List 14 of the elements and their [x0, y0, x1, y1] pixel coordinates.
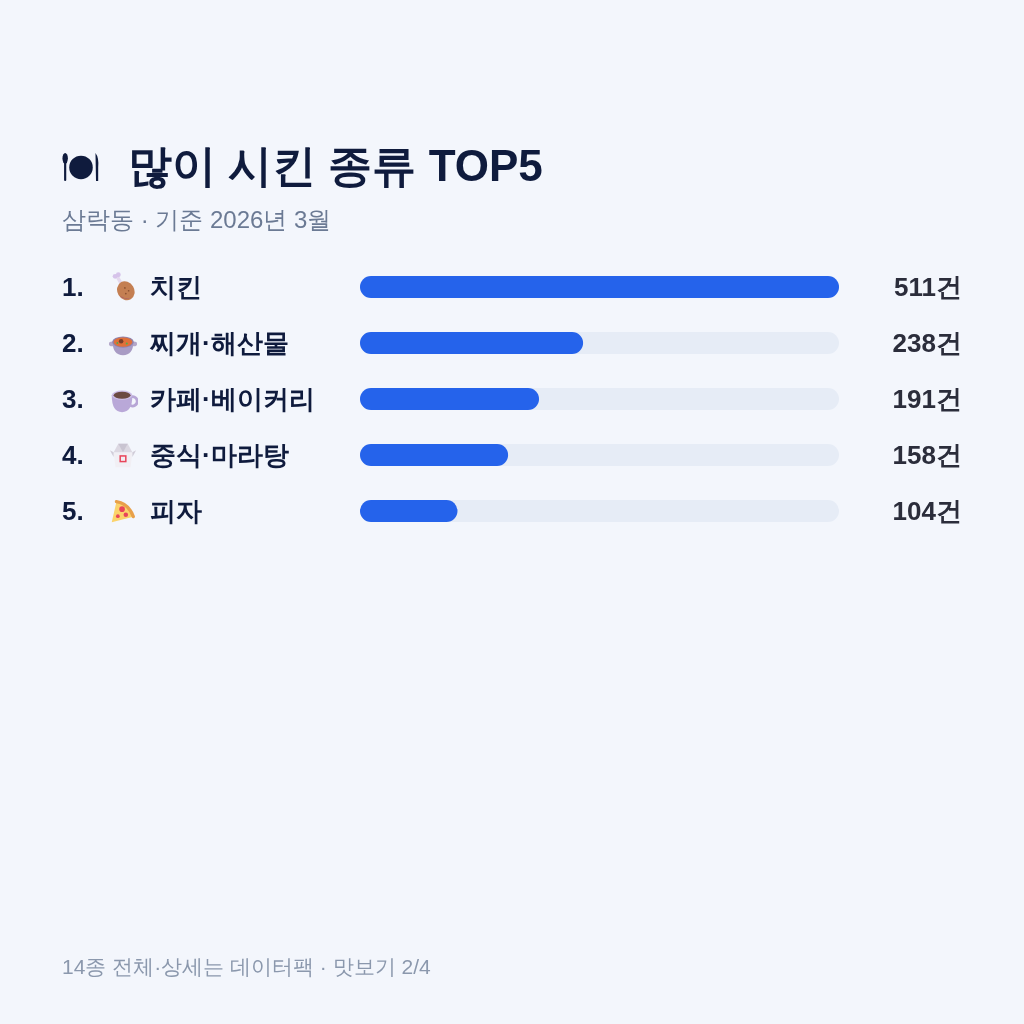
category-label: 2. 찌개·해산물	[62, 328, 289, 358]
category-label: 4. 중식·마라탕	[62, 440, 289, 470]
category-label: 1. 치킨	[62, 272, 202, 302]
category-label: 5. 피자	[62, 496, 202, 526]
data-label: 104건	[892, 496, 962, 526]
chart-title: 많이 시킨 종류 TOP5	[128, 140, 543, 192]
chart-subtitle: 삼락동 · 기준 2026년 3월	[62, 205, 332, 235]
data-label: 511건	[894, 272, 962, 302]
data-label: 191건	[892, 384, 962, 414]
bar	[360, 500, 458, 522]
category-label: 3. 카페·베이커리	[62, 384, 315, 414]
data-label: 158건	[892, 440, 962, 470]
data-label: 238건	[892, 328, 962, 358]
text: 14종 전체·상세는 데이터팩 · 맛보기 2/4	[62, 954, 431, 980]
